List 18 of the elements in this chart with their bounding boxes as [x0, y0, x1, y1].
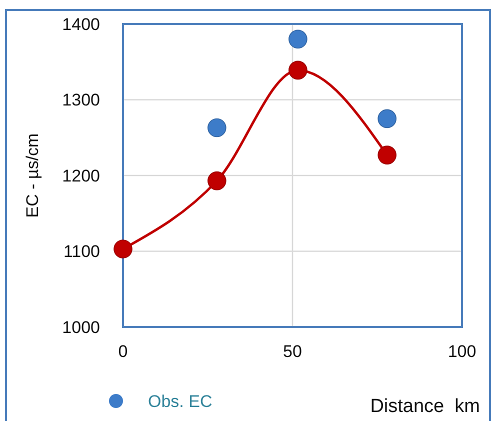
- y-tick-label: 1100: [63, 242, 100, 262]
- x-axis-title: Distance km: [370, 396, 480, 417]
- point: [378, 146, 396, 164]
- y-tick-label: 1000: [62, 318, 100, 337]
- y-tick-label: 1400: [62, 14, 100, 34]
- x-tick-label: 0: [118, 342, 128, 361]
- y-axis-title: EC - µs/cm: [23, 133, 42, 218]
- point: [114, 240, 132, 258]
- point: [288, 60, 308, 80]
- legend-label: Obs. EC: [148, 392, 212, 411]
- point: [378, 109, 396, 128]
- x-tick-label: 50: [283, 342, 302, 361]
- y-tick-label: 1300: [62, 90, 100, 110]
- y-tick-label: 1200: [62, 166, 100, 186]
- point: [208, 171, 226, 190]
- point: [208, 118, 226, 138]
- x-tick-label: 100: [448, 342, 476, 361]
- point: [288, 30, 308, 49]
